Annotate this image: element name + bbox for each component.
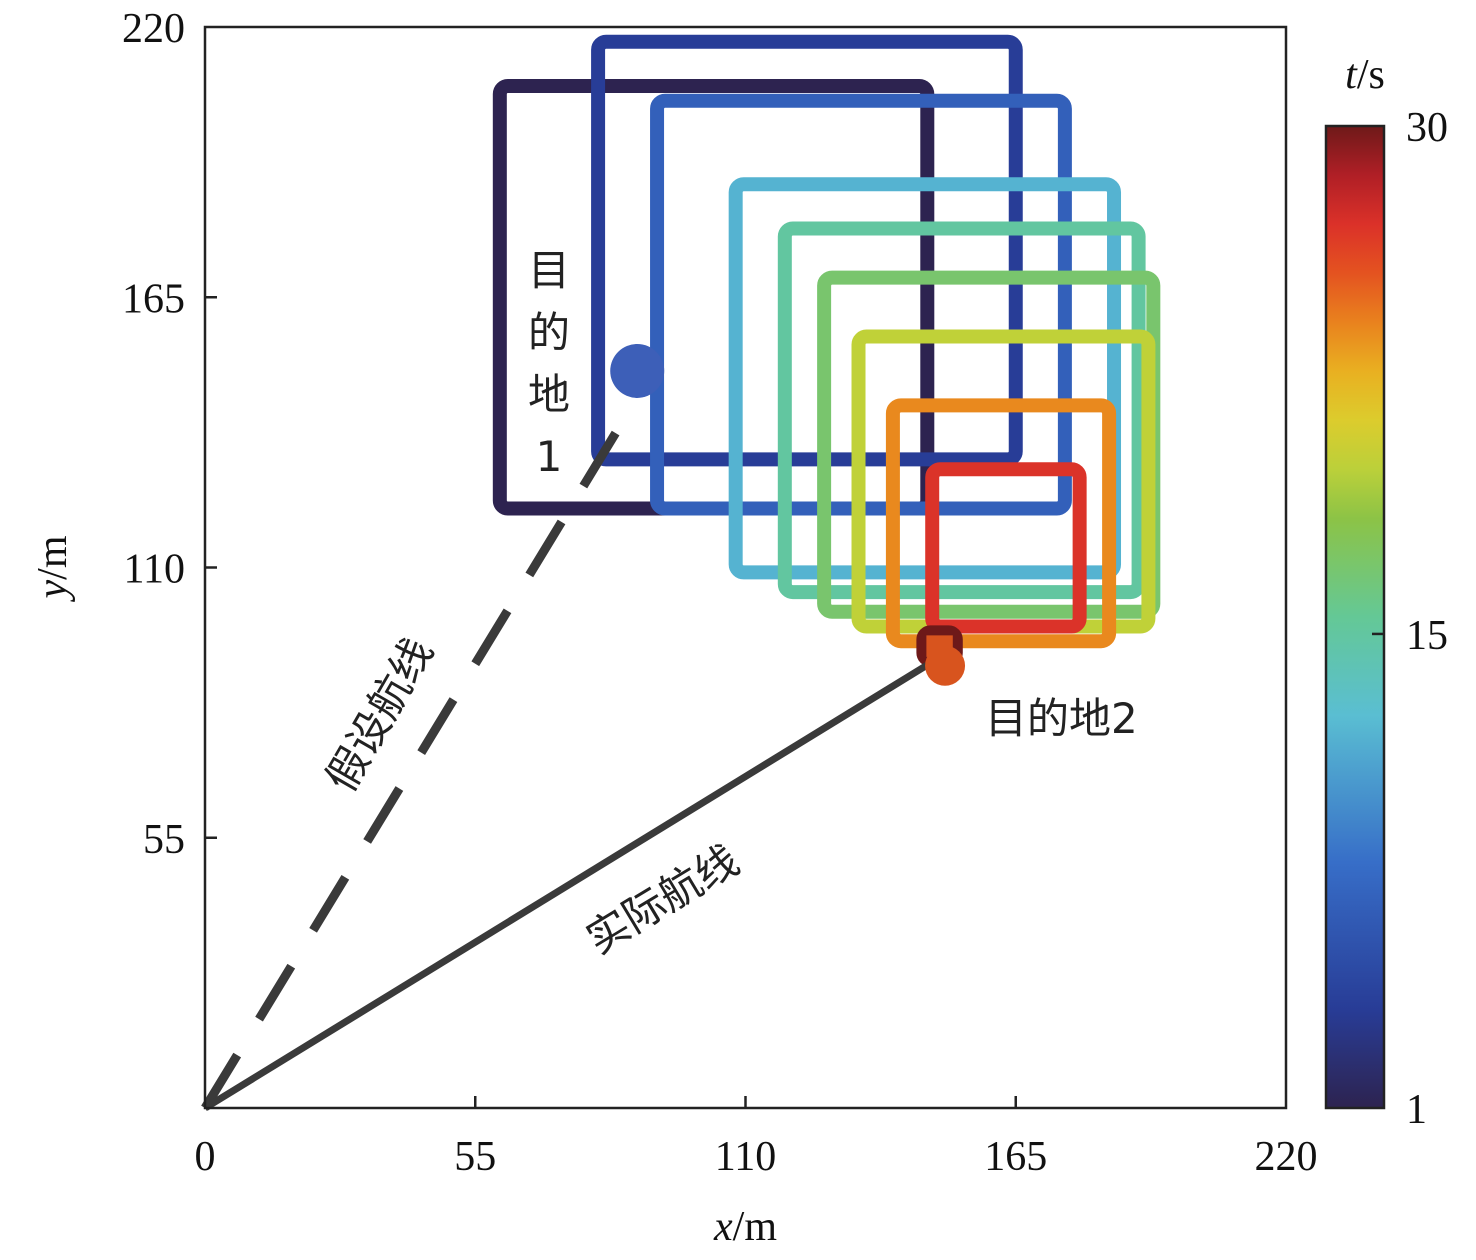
y-tick-label: 55: [143, 817, 185, 863]
destination2-label: 目的地2: [985, 694, 1138, 743]
x-tick-label: 0: [195, 1134, 216, 1180]
destination1-label: 的: [528, 308, 570, 357]
y-axis-var: y: [30, 580, 76, 603]
assumed-route-line: [201, 403, 637, 1111]
x-tick-label: 165: [984, 1134, 1047, 1180]
x-tick-label: 220: [1255, 1134, 1318, 1180]
actual-route-line: [203, 652, 944, 1111]
destination2-marker: [925, 645, 966, 686]
destination1-label: 目: [528, 246, 570, 295]
colorbar-label: t/s: [1345, 52, 1385, 98]
x-axis-var: x: [713, 1204, 733, 1250]
trajectory-boxes: [492, 34, 1161, 667]
trajectory-box: [728, 177, 1122, 580]
y-axis-label: y/m: [30, 535, 76, 602]
x-axis-unit: /m: [733, 1204, 778, 1250]
colorbar-unit: /s: [1357, 52, 1385, 98]
trajectory-box: [777, 221, 1146, 600]
destination1-label: 1: [536, 432, 563, 481]
y-tick-label: 110: [124, 547, 185, 593]
colorbar-tick-label: 30: [1406, 105, 1448, 151]
trajectory-box: [925, 462, 1087, 634]
destination-markers: [610, 343, 966, 686]
colorbar-gradient: [1324, 124, 1386, 1110]
destination1-label: 地: [528, 370, 570, 419]
colorbar: 1 15 30 t/s: [1324, 52, 1448, 1133]
x-axis-label: x/m: [713, 1204, 777, 1250]
colorbar-tick-label: 15: [1406, 613, 1448, 659]
colorbar-tick-label: 1: [1406, 1087, 1427, 1133]
trajectory-box: [885, 398, 1117, 649]
x-tick-label: 55: [454, 1134, 496, 1180]
colorbar-var: t: [1345, 52, 1358, 98]
y-tick-label: 220: [122, 6, 185, 52]
trajectory-box: [591, 34, 1023, 467]
x-tick-label: 110: [715, 1134, 776, 1180]
destination1-marker: [610, 343, 665, 398]
y-axis-unit: /m: [30, 535, 76, 580]
y-tick-label: 165: [122, 276, 185, 322]
routes: [201, 403, 944, 1111]
